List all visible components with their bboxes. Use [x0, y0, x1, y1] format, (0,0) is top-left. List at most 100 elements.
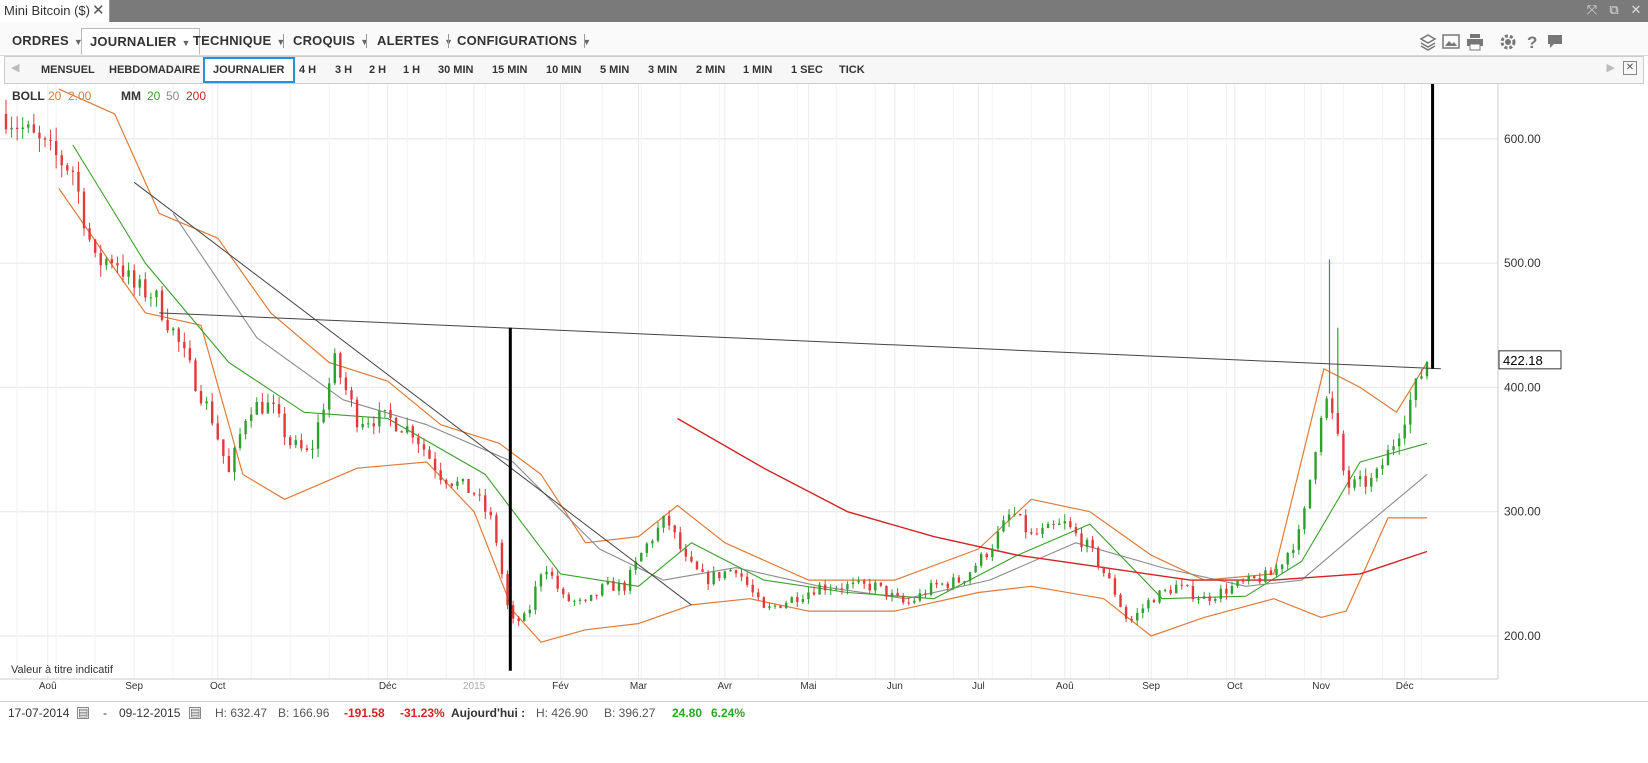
candle-body — [940, 583, 944, 585]
candle-body — [1219, 588, 1223, 599]
candle-body — [60, 155, 63, 166]
candle-body — [1197, 598, 1200, 600]
candle-body — [874, 582, 877, 591]
end-date[interactable]: 09-12-2015 — [119, 706, 181, 720]
timeframe-hebdomadaire[interactable]: HEBDOMADAIRE — [109, 64, 201, 76]
candle-body — [372, 423, 375, 427]
candle-body — [311, 448, 314, 451]
candle-body — [54, 140, 58, 156]
restore-icon[interactable]: ⤧ — [1586, 2, 1598, 17]
menu-journalier[interactable]: JOURNALIER ▼ — [81, 28, 200, 55]
close-icon[interactable]: ✕ — [92, 2, 105, 19]
y-tick-label: 400.00 — [1504, 380, 1541, 394]
y-tick-label: 200.00 — [1504, 629, 1541, 643]
candle-body — [339, 353, 342, 378]
candle-body — [573, 600, 576, 602]
calendar-icon[interactable]: ▤ — [77, 707, 89, 719]
timeframe-2-min[interactable]: 2 MIN — [696, 64, 726, 76]
candle-body — [171, 328, 175, 331]
candle-body — [762, 597, 766, 608]
layers-icon[interactable] — [1419, 34, 1437, 51]
x-tick-label: Jun — [887, 681, 903, 692]
candle-body — [1024, 515, 1027, 533]
start-date[interactable]: 17-07-2014 — [8, 706, 70, 720]
x-tick-label: Aoû — [1056, 681, 1074, 692]
today-change-pct: 6.24% — [711, 706, 746, 720]
timeframe-10-min[interactable]: 10 MIN — [546, 64, 582, 76]
candle-body — [1308, 479, 1312, 509]
candle-body — [88, 228, 91, 240]
y-tick-label: 300.00 — [1504, 505, 1541, 519]
close-panel-icon[interactable]: ✕ — [1623, 61, 1637, 75]
print-icon[interactable] — [1467, 34, 1483, 51]
candle-body — [294, 440, 297, 446]
menu-label: ALERTES — [377, 33, 440, 48]
scroll-right-icon[interactable]: ▶ — [1606, 62, 1615, 74]
candle-body — [706, 571, 710, 585]
timeframe-30-min[interactable]: 30 MIN — [438, 64, 474, 76]
window-close-icon[interactable]: ✕ — [1630, 2, 1642, 17]
candle-body — [662, 515, 665, 528]
candle-body — [712, 572, 715, 585]
menu-configurations[interactable]: CONFIGURATIONS ▼ — [449, 28, 599, 55]
help-icon[interactable]: ? — [1527, 33, 1537, 52]
candle-body — [784, 602, 788, 608]
candle-body — [21, 127, 24, 130]
candle-body — [1409, 399, 1412, 425]
price-chart[interactable]: 600.00 500.00 400.00 300.00 200.00 Aoû Sep Oct… — [0, 84, 1648, 701]
today-change: 24.80 — [672, 706, 703, 720]
menu-ordres[interactable]: ORDRES ▼ — [4, 28, 91, 55]
candle-body — [684, 548, 688, 557]
timeframe-1-min[interactable]: 1 MIN — [743, 64, 773, 76]
y-tick-label: 600.00 — [1504, 132, 1541, 146]
x-tick-label: Fév — [552, 681, 569, 692]
candle-body — [155, 290, 158, 298]
candle-body — [1347, 470, 1351, 488]
timeframe-2-h[interactable]: 2 H — [369, 64, 387, 76]
candle-body — [584, 599, 587, 601]
candle-body — [556, 575, 559, 589]
candle-body — [1074, 527, 1078, 534]
candle-body — [511, 605, 515, 619]
candle-body — [166, 319, 169, 331]
gear-icon[interactable] — [1500, 34, 1516, 50]
message-icon[interactable] — [1548, 35, 1562, 48]
candle-body — [1253, 575, 1256, 579]
timeframe-tick[interactable]: TICK — [839, 64, 865, 76]
candle-body — [355, 399, 359, 428]
popout-icon[interactable]: ⧉ — [1609, 2, 1619, 17]
timeframe-3-h[interactable]: 3 H — [335, 64, 353, 76]
timeframe-3-min[interactable]: 3 MIN — [648, 64, 678, 76]
candle-body — [745, 576, 749, 585]
timeframe-1-h[interactable]: 1 H — [403, 64, 421, 76]
timeframe-15-min[interactable]: 15 MIN — [492, 64, 528, 76]
candle-body — [77, 171, 80, 192]
candle-body — [991, 548, 994, 558]
timeframe-5-min[interactable]: 5 MIN — [600, 64, 630, 76]
timeframe-mensuel[interactable]: MENSUEL — [41, 64, 95, 76]
candle-body — [238, 434, 242, 449]
candle-body — [489, 511, 493, 516]
calendar-icon[interactable]: ▤ — [189, 707, 201, 719]
candle-body — [222, 439, 225, 456]
menu-technique[interactable]: TECHNIQUE ▼ — [185, 28, 293, 55]
image-icon[interactable] — [1442, 34, 1460, 49]
x-tick-label: Sep — [1142, 681, 1160, 692]
timeframe-4-h[interactable]: 4 H — [299, 64, 317, 76]
candle-body — [277, 404, 281, 414]
menu-croquis[interactable]: CROQUIS ▼ — [285, 28, 377, 55]
plot-background — [0, 84, 1498, 679]
candle-body — [66, 165, 69, 171]
candle-body — [361, 424, 364, 428]
candle-body — [261, 401, 264, 414]
candle-body — [283, 413, 286, 438]
candle-body — [1002, 520, 1005, 532]
chart-window-tab[interactable]: Mini Bitcoin ($) ✕ — [0, 0, 110, 22]
candle-body — [595, 594, 598, 596]
candle-body — [439, 470, 442, 481]
chevron-down-icon: ▼ — [360, 37, 370, 47]
candle-body — [528, 609, 532, 614]
scroll-left-icon[interactable]: ◀ — [11, 62, 20, 74]
timeframe-journalier[interactable]: JOURNALIER — [203, 57, 295, 83]
timeframe-1-sec[interactable]: 1 SEC — [791, 64, 823, 76]
